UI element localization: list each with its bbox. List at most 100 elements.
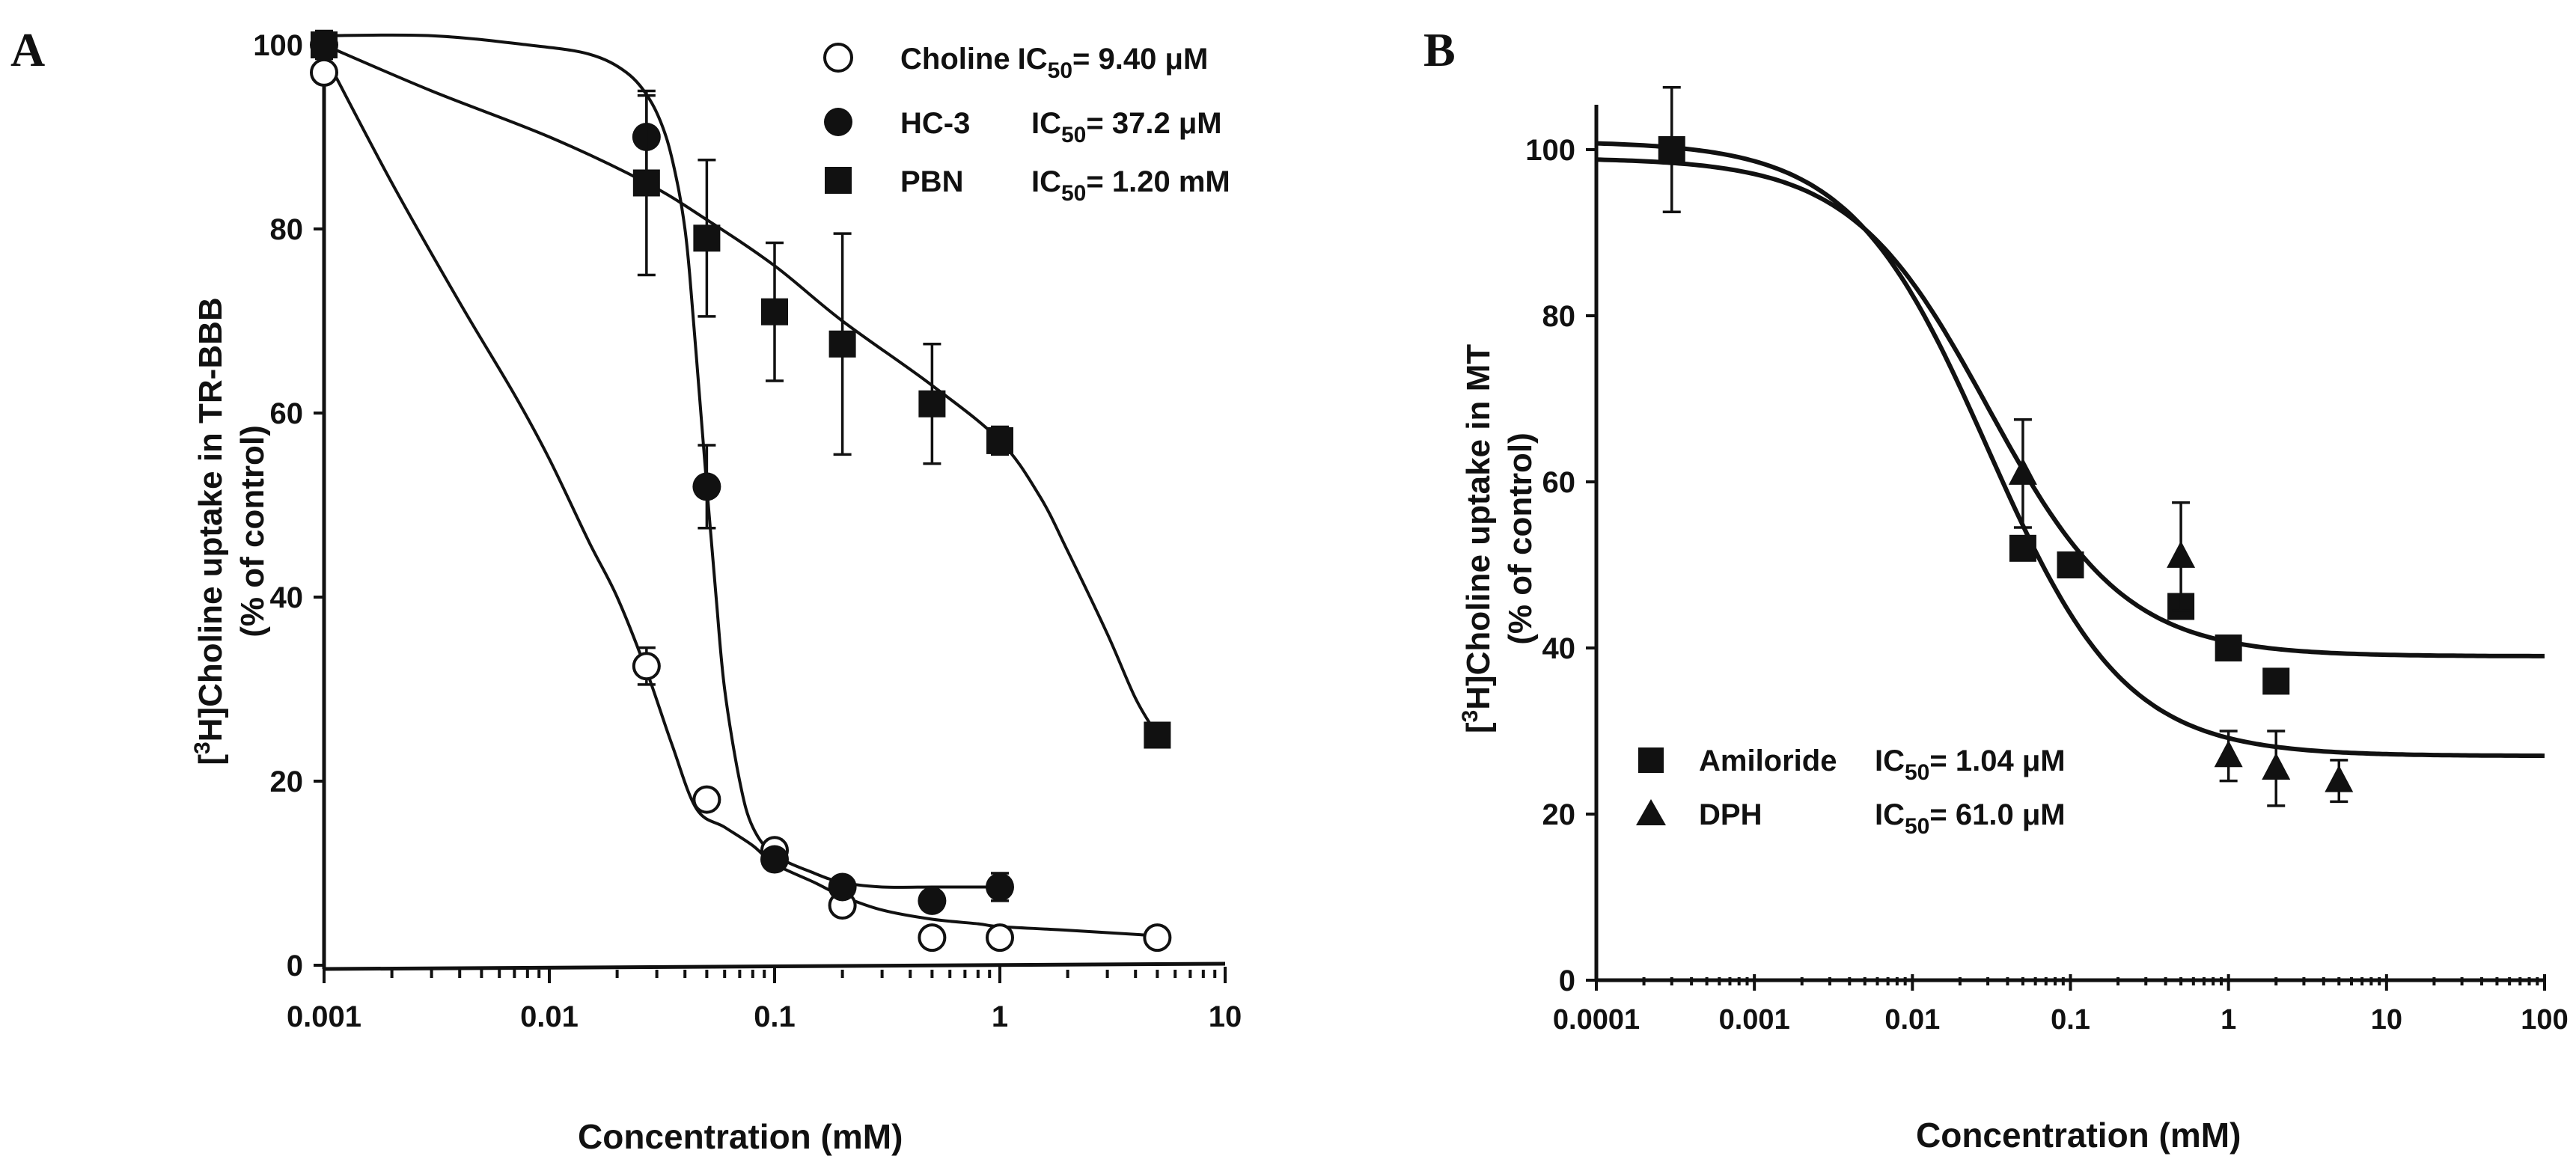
panel-a-x-ticks: 0.001 0.01 0.1 1 10 [287, 967, 1242, 1033]
panel-a-x-tick-label: 0.01 [520, 1000, 579, 1033]
panel-a-y-tick-label: 60 [270, 397, 304, 430]
panel-a-y-axis-label: [3H]Choline uptake in TR-BBB (% of contr… [190, 297, 271, 765]
panel-b-x-tick-label: 0.0001 [1553, 1004, 1640, 1036]
panel-a-x-tick-label: 0.001 [287, 1000, 361, 1033]
panel-a-y-label-sup: 3 [190, 742, 215, 754]
legend-pbn-label: PBN [900, 165, 963, 198]
panel-a-point-choline [632, 652, 661, 681]
panel-a-point-pbn [761, 298, 788, 325]
panel-a-y-ticks: 0 20 40 60 80 100 [253, 29, 324, 982]
legend-hc3-label: HC-3 [900, 107, 970, 140]
panel-b-x-ticks: 0.0001 0.001 0.01 0.1 1 10 100 [1553, 974, 2569, 1036]
panel-a-y-tick-label: 100 [253, 29, 303, 62]
panel-a-point-choline [692, 785, 721, 814]
panel-b-x-tick-label: 0.01 [1884, 1004, 1940, 1036]
panel-a-y-label-main: H]Choline uptake in TR-BBB [192, 297, 229, 742]
panel-a-y-label-line2: (% of control) [234, 425, 271, 637]
panel-a-x-tick-label: 10 [1209, 1000, 1242, 1033]
panel-a-y-tick-label: 0 [287, 950, 303, 982]
legend-hc3-marker [824, 108, 852, 136]
panel-b-point-amiloride [2009, 534, 2036, 562]
legend-amiloride-ic50: IC50= 1.04 μM [1875, 744, 2066, 785]
panel-a-point-choline [918, 923, 947, 953]
legend-pbn: PBN IC50= 1.20 mM [825, 165, 1230, 206]
panel-b-y-tick-label: 20 [1542, 798, 1576, 831]
panel-b-point-amiloride [2057, 551, 2084, 578]
panel-a-y-label-bracket: [ [192, 754, 229, 765]
legend-hc3: HC-3 IC50= 37.2 μM [824, 107, 1222, 147]
panel-b-x-tick-label: 0.001 [1719, 1004, 1790, 1036]
panel-a-point-pbn [828, 330, 856, 358]
panel-b-x-tick-label: 100 [2521, 1004, 2568, 1036]
panel-b-fit-amiloride [1596, 157, 2545, 658]
legend-dph-ic50: IC50= 61.0 μM [1875, 798, 2066, 839]
panel-b-point-dph [2214, 740, 2243, 768]
legend-dph-label: DPH [1699, 798, 1762, 831]
legend-choline-label: Choline IC50= 9.40 μM [900, 43, 1208, 83]
panel-a-point-choline [310, 58, 338, 87]
panel-a-point-hc-3 [986, 872, 1014, 902]
legend-choline-marker [823, 43, 853, 73]
panel-a-point-hc-3 [760, 845, 789, 874]
svg-text:[3H]Choline uptake in TR-BBB: [3H]Choline uptake in TR-BBB [190, 297, 229, 765]
panel-b-y-label-sup: 3 [1458, 710, 1483, 723]
panel-b-x-tick-label: 0.1 [2051, 1004, 2090, 1036]
panel-b-y-tick-label: 60 [1542, 466, 1576, 499]
panel-b-y-tick-label: 80 [1542, 300, 1576, 333]
panel-b-x-tick-label: 10 [2371, 1004, 2402, 1036]
panel-a-legend: Choline IC50= 9.40 μM HC-3 IC50= 37.2 μM … [823, 43, 1230, 206]
panel-a-point-pbn [918, 390, 946, 418]
legend-hc3-ic50: IC50= 37.2 μM [1031, 107, 1222, 147]
panel-a-point-hc-3 [918, 886, 947, 915]
legend-amiloride: Amiloride IC50= 1.04 μM [1638, 744, 2066, 785]
panel-b-y-label-main: H]Choline uptake in MT [1460, 344, 1497, 710]
legend-amiloride-marker [1638, 747, 1664, 773]
legend-choline: Choline IC50= 9.40 μM [823, 43, 1208, 83]
panel-a-x-axis [323, 961, 1226, 971]
panel-b-y-tick-label: 40 [1542, 632, 1576, 665]
legend-pbn-ic50: IC50= 1.20 mM [1031, 165, 1230, 206]
legend-dph-marker [1636, 799, 1666, 825]
panel-b-x-axis-label: Concentration (mM) [1916, 1116, 2241, 1155]
panel-a-y-tick-label: 20 [270, 765, 304, 798]
panel-b-point-dph [2167, 540, 2196, 568]
panel-a-point-pbn [693, 224, 721, 252]
panel-b-point-dph [2008, 457, 2037, 485]
panel-b-y-tick-label: 100 [1525, 134, 1575, 167]
panel-b-point-dph [2325, 765, 2354, 792]
panel-a-x-axis-label: Concentration (mM) [578, 1117, 903, 1156]
panel-a-point-choline [986, 923, 1014, 953]
legend-amiloride-label: Amiloride [1699, 744, 1837, 777]
panel-a-x-tick-label: 1 [992, 1000, 1008, 1033]
panel-b-fit-dph [1596, 141, 2545, 759]
panel-b-y-axis-label: [3H]Choline uptake in MT (% of control) [1458, 344, 1539, 733]
panel-a-point-pbn [986, 426, 1013, 454]
panel-a-point-choline [1143, 923, 1172, 953]
panel-a-point-pbn [632, 169, 660, 197]
legend-dph: DPH IC50= 61.0 μM [1636, 798, 2066, 839]
panel-a-x-tick-label: 0.1 [754, 1000, 796, 1033]
panel-a-fit-hc-3 [323, 33, 1000, 889]
panel-b-y-ticks: 0 20 40 60 80 100 [1525, 134, 1596, 997]
panel-b-point-dph [2262, 752, 2291, 780]
panel-a-fit-pbn [323, 43, 1159, 736]
panel-b-label: B [1423, 23, 1456, 76]
panel-b-y-label-bracket: [ [1460, 722, 1497, 733]
panel-a: A 0 20 40 60 80 100 0.001 0.01 0.1 1 10 Concentra… [10, 23, 1242, 1156]
panel-a-point-hc-3 [692, 472, 721, 501]
panel-b-y-label-line2: (% of control) [1502, 432, 1539, 645]
panel-b-x-tick-label: 1 [2221, 1004, 2236, 1036]
panel-a-label: A [10, 23, 45, 76]
panel-a-fit-choline [323, 53, 1158, 938]
panel-b-data-points [1658, 86, 2354, 807]
panel-a-point-pbn [1144, 721, 1171, 749]
panel-a-y-tick-label: 40 [270, 581, 304, 614]
panel-a-y-tick-label: 80 [270, 213, 304, 246]
svg-text:[3H]Choline uptake in MT: [3H]Choline uptake in MT [1458, 344, 1497, 733]
panel-a-data-points [310, 29, 1172, 953]
panel-b-fit-curves [1596, 141, 2545, 759]
panel-a-point-hc-3 [828, 872, 857, 902]
panel-b-point-amiloride [1658, 136, 1685, 163]
